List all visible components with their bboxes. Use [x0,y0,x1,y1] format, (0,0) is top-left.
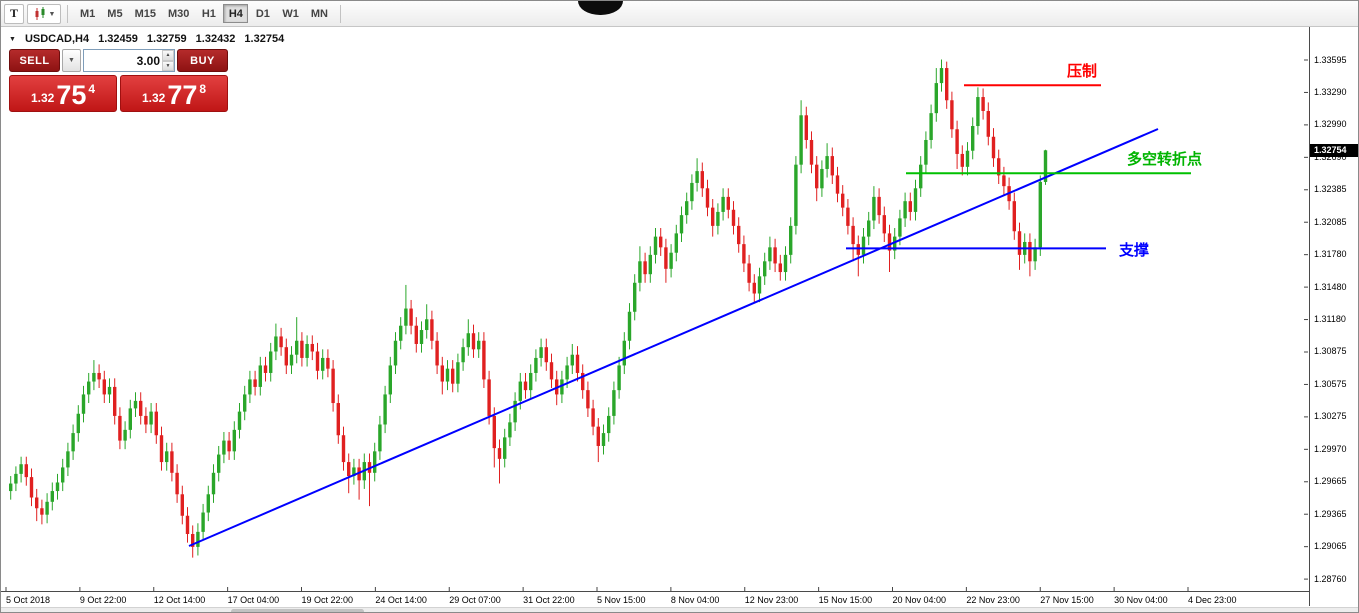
timeframe-m1[interactable]: M1 [75,4,100,23]
price-axis-label: 1.31180 [1314,314,1346,325]
time-axis-label: 31 Oct 22:00 [523,595,575,605]
timeframe-m30[interactable]: M30 [163,4,194,23]
price-axis-label: 1.29365 [1314,508,1347,519]
sell-price-big: 75 [56,80,87,110]
sell-button[interactable]: SELL [9,49,60,72]
price-axis[interactable]: 1.32754 1.33595 1.33290 1.32990 1.32690 1.32… [1309,27,1358,606]
price-axis-label: 1.29970 [1314,443,1347,454]
price-axis-label: 1.30275 [1314,411,1347,422]
timeframe-m5[interactable]: M5 [102,4,127,23]
time-axis-label: 4 Dec 23:00 [1188,595,1237,605]
time-axis-label: 8 Nov 04:00 [670,595,720,605]
time-axis-label: 12 Nov 23:00 [744,595,799,605]
chevron-down-icon: ▼ [68,57,75,64]
chart-type-icon[interactable]: ▼ [27,3,61,24]
chevron-down-icon: ▼ [48,9,56,18]
sell-price-base: 1.32 [30,91,55,105]
symbol-label: USDCAD,H4 [24,33,90,45]
toolbar-separator [67,4,68,23]
horizontal-scrollbar[interactable] [1,607,1358,612]
time-axis-label: 22 Nov 23:00 [966,595,1020,605]
price-axis-label: 1.31480 [1314,281,1347,292]
buy-price-big: 77 [167,80,198,110]
volume-spin-up[interactable]: ▲ [162,50,174,61]
quote-high: 1.32759 [146,33,187,45]
timeframe-h4[interactable]: H4 [223,4,249,23]
current-price-badge: 1.32754 [1310,143,1358,157]
scrollbar-thumb[interactable] [231,609,364,612]
volume-spin-down[interactable]: ▼ [162,60,174,71]
time-axis-label: 9 Oct 22:00 [79,595,127,605]
panel-collapse-arrow[interactable]: ▼ [9,35,16,43]
time-axis-label: 20 Nov 04:00 [892,595,947,605]
sell-price-tile: 1.32 75 4 [9,75,117,112]
time-axis-label: 5 Nov 15:00 [597,595,646,605]
time-axis-label: 12 Oct 14:00 [153,595,206,605]
timeframe-mn[interactable]: MN [306,4,333,23]
sell-price-pip: 4 [88,82,96,96]
screen-notch [578,1,623,15]
quote-low: 1.32432 [195,33,236,45]
time-axis-label: 5 Oct 2018 [6,595,51,605]
candlestick-glyph [35,6,45,20]
buy-price-pip: 8 [199,82,207,96]
time-axis-label: 27 Nov 15:00 [1040,595,1094,605]
price-axis-label: 1.33290 [1314,86,1347,97]
price-axis-label: 1.29065 [1314,541,1347,552]
price-axis-label: 1.32690 [1314,151,1347,162]
price-axis-label: 1.32085 [1314,216,1347,227]
one-click-trading-panel: SELL ▼ ▲ ▼ BUY 1.32 75 4 1.32 77 [9,49,228,112]
price-axis-label: 1.33595 [1314,54,1347,65]
price-axis-label: 1.32990 [1314,119,1347,130]
price-axis-label: 1.28760 [1314,573,1347,584]
support-label[interactable]: 支撑 [1119,242,1150,259]
pivot-label[interactable]: 多空转折点 [1127,151,1203,168]
time-axis-label: 30 Nov 04:00 [1114,595,1168,605]
price-axis-label: 1.29665 [1314,476,1347,487]
price-axis-label: 1.30575 [1314,378,1347,389]
time-axis-label: 29 Oct 07:00 [449,595,501,605]
timeframe-w1[interactable]: W1 [277,4,304,23]
resistance-label[interactable]: 压制 [1067,63,1098,80]
time-axis-label: 17 Oct 04:00 [227,595,280,605]
toolbar: T ▼ M1 M5 M15 M30 H1 H4 D1 W1 MN [1,1,1358,27]
timeframe-m15[interactable]: M15 [130,4,161,23]
terminal-icon[interactable]: T [4,3,24,24]
time-axis-label: 19 Oct 22:00 [301,595,354,605]
quote-open: 1.32459 [98,33,138,45]
time-axis-label: 24 Oct 14:00 [375,595,427,605]
volume-input[interactable] [83,49,175,72]
spin-up-icon: ▲ [165,52,171,59]
time-axis-label: 15 Nov 15:00 [818,595,873,605]
timeframe-d1[interactable]: D1 [250,4,275,23]
terminal-icon-glyph: T [9,6,18,20]
toolbar-separator [339,4,341,23]
timeframe-h1[interactable]: H1 [196,4,221,23]
time-axis[interactable]: 5 Oct 2018 9 Oct 22:00 12 Oct 14:00 17 Oct … [1,591,1309,607]
price-axis-label: 1.30875 [1314,346,1347,357]
buy-price-tile: 1.32 77 8 [120,75,228,112]
chart-quote-line: ▼ USDCAD,H4 1.32459 1.32759 1.32432 1.32… [9,33,284,45]
buy-button[interactable]: BUY [177,49,228,72]
quote-close: 1.32754 [244,33,285,45]
buy-price-base: 1.32 [141,91,166,105]
price-axis-label: 1.31780 [1314,249,1347,260]
price-axis-label: 1.32385 [1314,184,1347,195]
spin-down-icon: ▼ [165,62,171,69]
volume-dropdown-button[interactable]: ▼ [62,49,81,72]
